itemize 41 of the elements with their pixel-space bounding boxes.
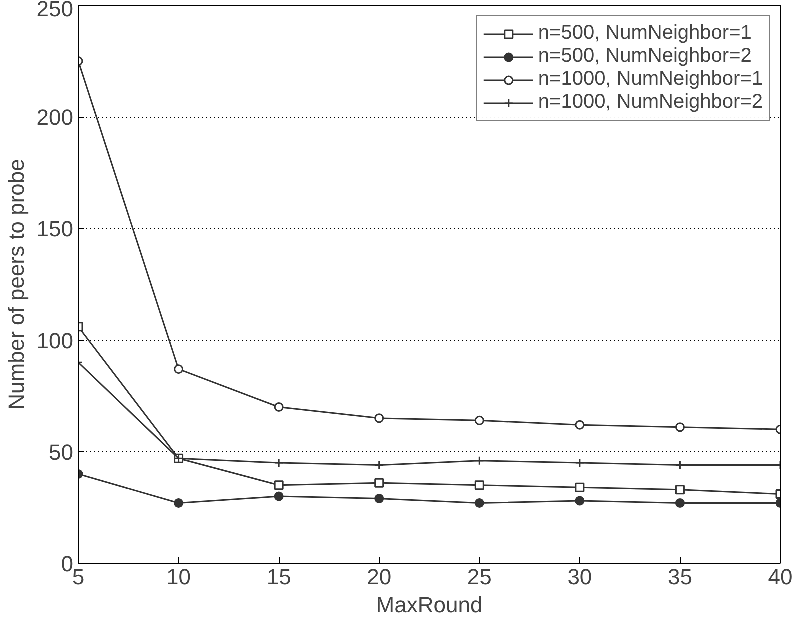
y-tick-label: 0 bbox=[61, 552, 74, 576]
x-tick-label: 10 bbox=[166, 564, 192, 590]
x-tick-label: 20 bbox=[367, 564, 392, 590]
point bbox=[675, 485, 685, 495]
x-tick-label: 5 bbox=[72, 564, 85, 590]
x-tick-label: 15 bbox=[266, 564, 292, 590]
point bbox=[374, 460, 384, 470]
y-axis-title: Number of peers to probe bbox=[4, 159, 29, 410]
point bbox=[675, 422, 685, 432]
legend-label: n=500, NumNeighbor=1 bbox=[538, 22, 752, 45]
y-tick-label: 100 bbox=[36, 328, 74, 354]
point bbox=[374, 414, 384, 424]
legend-label: n=500, NumNeighbor=2 bbox=[538, 45, 752, 68]
point bbox=[274, 492, 284, 502]
y-tick-label: 250 bbox=[36, 0, 74, 22]
y-tick-label: 200 bbox=[36, 105, 74, 130]
point bbox=[374, 478, 384, 488]
x-tick-label: 25 bbox=[467, 564, 492, 590]
point bbox=[575, 482, 585, 492]
point bbox=[474, 456, 484, 466]
y-tick-label: 50 bbox=[49, 440, 74, 465]
x-tick-label: 35 bbox=[668, 564, 692, 590]
x-axis-title: MaxRound bbox=[376, 592, 483, 618]
point bbox=[575, 496, 585, 506]
point bbox=[474, 416, 484, 426]
point bbox=[274, 480, 284, 490]
point bbox=[575, 458, 585, 468]
point bbox=[474, 480, 484, 490]
point bbox=[274, 402, 284, 412]
point bbox=[174, 364, 184, 374]
legend-label: n=1000, NumNeighbor=1 bbox=[538, 68, 763, 91]
point bbox=[675, 498, 685, 508]
point bbox=[474, 498, 484, 508]
point bbox=[374, 494, 384, 504]
y-tick-label: 150 bbox=[36, 216, 74, 242]
point bbox=[174, 498, 184, 508]
legend-label: n=1000, NumNeighbor=2 bbox=[538, 91, 763, 114]
x-tick-label: 30 bbox=[568, 564, 592, 590]
x-tick-label: 40 bbox=[768, 564, 793, 590]
point bbox=[575, 420, 585, 430]
point bbox=[274, 458, 284, 468]
